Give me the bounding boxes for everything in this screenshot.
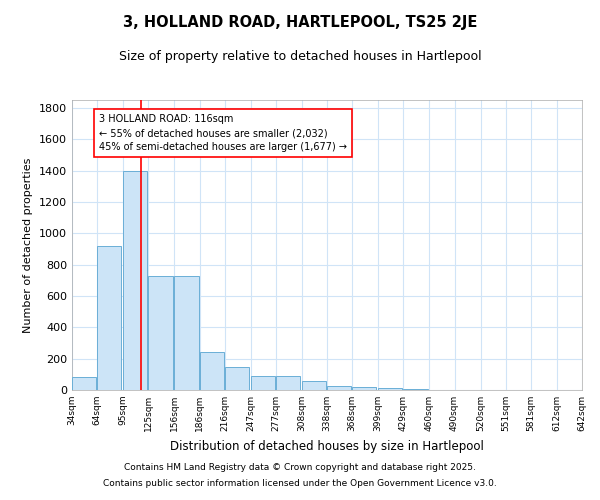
Bar xyxy=(302,382,326,390)
Bar xyxy=(403,389,428,390)
Text: 3 HOLLAND ROAD: 116sqm
← 55% of detached houses are smaller (2,032)
45% of semi-: 3 HOLLAND ROAD: 116sqm ← 55% of detached… xyxy=(99,114,347,152)
Text: 3, HOLLAND ROAD, HARTLEPOOL, TS25 2JE: 3, HOLLAND ROAD, HARTLEPOOL, TS25 2JE xyxy=(123,15,477,30)
Text: Contains public sector information licensed under the Open Government Licence v3: Contains public sector information licen… xyxy=(103,478,497,488)
Bar xyxy=(327,386,352,390)
Y-axis label: Number of detached properties: Number of detached properties xyxy=(23,158,34,332)
X-axis label: Distribution of detached houses by size in Hartlepool: Distribution of detached houses by size … xyxy=(170,440,484,452)
Bar xyxy=(224,368,249,390)
Bar xyxy=(199,352,224,390)
Text: Size of property relative to detached houses in Hartlepool: Size of property relative to detached ho… xyxy=(119,50,481,63)
Bar xyxy=(251,376,275,390)
Bar xyxy=(148,276,173,390)
Bar xyxy=(276,376,300,390)
Bar xyxy=(97,246,121,390)
Bar xyxy=(175,276,199,390)
Bar xyxy=(72,378,97,390)
Bar xyxy=(352,387,376,390)
Bar xyxy=(123,170,148,390)
Text: Contains HM Land Registry data © Crown copyright and database right 2025.: Contains HM Land Registry data © Crown c… xyxy=(124,464,476,472)
Bar xyxy=(378,388,403,390)
